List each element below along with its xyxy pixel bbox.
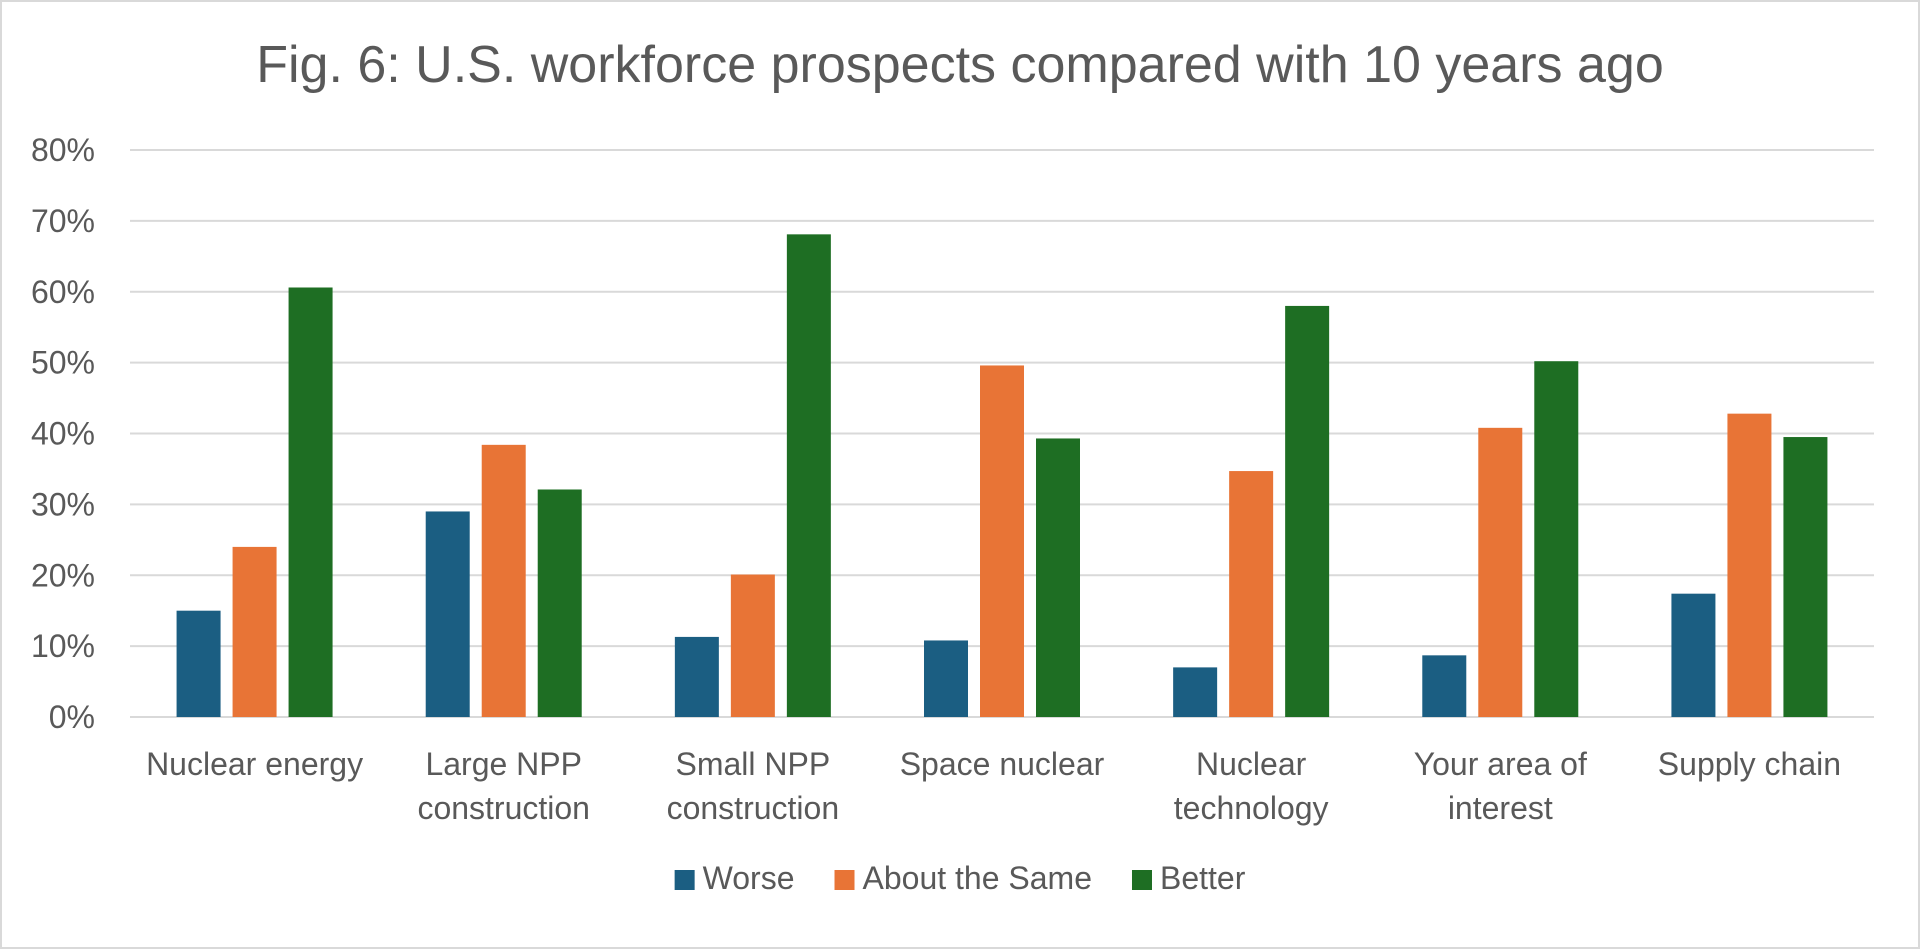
y-tick-label: 0% bbox=[49, 699, 95, 735]
bar-worse bbox=[924, 640, 968, 717]
y-tick-label: 30% bbox=[31, 486, 95, 522]
bar-about-the-same bbox=[1727, 413, 1772, 717]
x-category-label: Nuclear energy bbox=[146, 746, 363, 782]
x-category-label: Large NPP bbox=[425, 746, 582, 782]
bar-about-the-same bbox=[232, 546, 277, 717]
x-category-label: Space nuclear bbox=[900, 746, 1105, 782]
y-tick-label: 10% bbox=[31, 628, 95, 664]
y-tick-label: 20% bbox=[31, 557, 95, 593]
legend-swatch bbox=[674, 870, 695, 890]
legend-label: About the Same bbox=[863, 860, 1092, 896]
bar-worse bbox=[674, 636, 719, 717]
y-tick-label: 40% bbox=[31, 416, 95, 452]
bar-about-the-same bbox=[1229, 471, 1274, 717]
legend-label: Better bbox=[1160, 860, 1246, 896]
x-category-label: construction bbox=[667, 790, 840, 826]
bar-about-the-same bbox=[1478, 427, 1523, 717]
chart-title: Fig. 6: U.S. workforce prospects compare… bbox=[256, 36, 1664, 94]
bar-better bbox=[1534, 361, 1579, 717]
x-category-label: interest bbox=[1448, 790, 1553, 826]
bar-better bbox=[288, 287, 333, 717]
legend-swatch bbox=[834, 870, 855, 890]
x-axis-categories: Nuclear energy Large NPP construction Small… bbox=[146, 746, 1841, 826]
legend-item: Better bbox=[1131, 860, 1246, 896]
bar-better bbox=[1285, 305, 1330, 717]
bar-worse bbox=[1173, 667, 1218, 717]
legend-swatch bbox=[1131, 870, 1152, 890]
bar-worse bbox=[1422, 655, 1467, 717]
y-axis-ticks: 0% 10% 20% 30% 40% 50% 60% 70% 80% bbox=[31, 132, 95, 735]
bar-worse bbox=[176, 610, 221, 717]
x-category-label: construction bbox=[417, 790, 590, 826]
bar-better bbox=[786, 234, 831, 717]
bar-about-the-same bbox=[980, 365, 1024, 717]
y-tick-label: 60% bbox=[31, 274, 95, 310]
bar-worse bbox=[1671, 593, 1716, 717]
bar-better bbox=[1036, 438, 1080, 717]
y-tick-label: 50% bbox=[31, 345, 95, 381]
y-tick-label: 80% bbox=[31, 132, 95, 168]
x-category-label: Supply chain bbox=[1658, 746, 1841, 782]
legend: Worse About the Same Better bbox=[674, 860, 1246, 896]
bar-about-the-same bbox=[481, 444, 526, 717]
y-tick-label: 70% bbox=[31, 203, 95, 239]
bar-about-the-same bbox=[730, 574, 775, 717]
bar-better bbox=[1783, 437, 1828, 717]
x-category-label: Your area of bbox=[1414, 746, 1587, 782]
gridlines bbox=[130, 149, 1874, 718]
x-category-label: technology bbox=[1174, 790, 1329, 826]
bars bbox=[176, 234, 1828, 717]
bar-better bbox=[537, 489, 582, 717]
x-category-label: Small NPP bbox=[676, 746, 831, 782]
x-category-label: Nuclear bbox=[1196, 746, 1307, 782]
legend-item: About the Same bbox=[834, 860, 1092, 896]
bar-worse bbox=[425, 511, 470, 717]
legend-label: Worse bbox=[703, 860, 795, 896]
legend-item: Worse bbox=[674, 860, 795, 896]
